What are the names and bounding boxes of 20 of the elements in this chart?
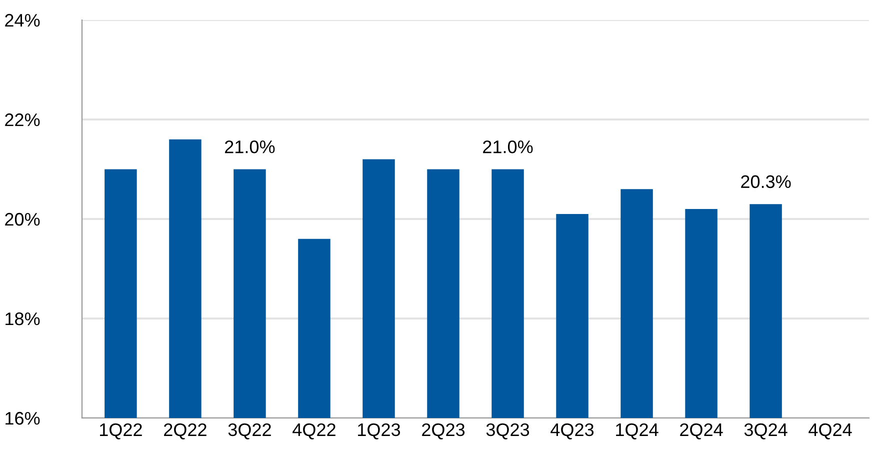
- x-tick-label: 4Q23: [550, 423, 594, 440]
- y-tick-label: 20%: [5, 212, 40, 226]
- y-tick-label: 24%: [5, 14, 40, 27]
- x-tick-label: 4Q22: [292, 423, 336, 440]
- y-tick-label: 16%: [6, 412, 40, 425]
- x-tick-label: 2Q23: [422, 423, 465, 440]
- y-tick-label: 18%: [6, 312, 40, 326]
- x-tick-label: 3Q22: [228, 423, 271, 440]
- x-tick-label: 3Q23: [486, 423, 530, 440]
- x-tick-label: 2Q22: [164, 423, 206, 440]
- x-tick-label: 1Q22: [100, 423, 142, 440]
- y-tick-label: 22%: [5, 113, 40, 126]
- x-tick-label: 2Q24: [680, 423, 723, 440]
- data-label: 21.0%: [483, 140, 533, 154]
- data-label: 20.3%: [741, 175, 791, 188]
- x-tick-label: 1Q24: [616, 423, 658, 440]
- x-tick-label: 3Q24: [744, 423, 788, 440]
- data-label: 21.0%: [225, 140, 275, 154]
- x-tick-label: 4Q24: [808, 423, 852, 440]
- x-tick-label: 1Q23: [358, 423, 400, 440]
